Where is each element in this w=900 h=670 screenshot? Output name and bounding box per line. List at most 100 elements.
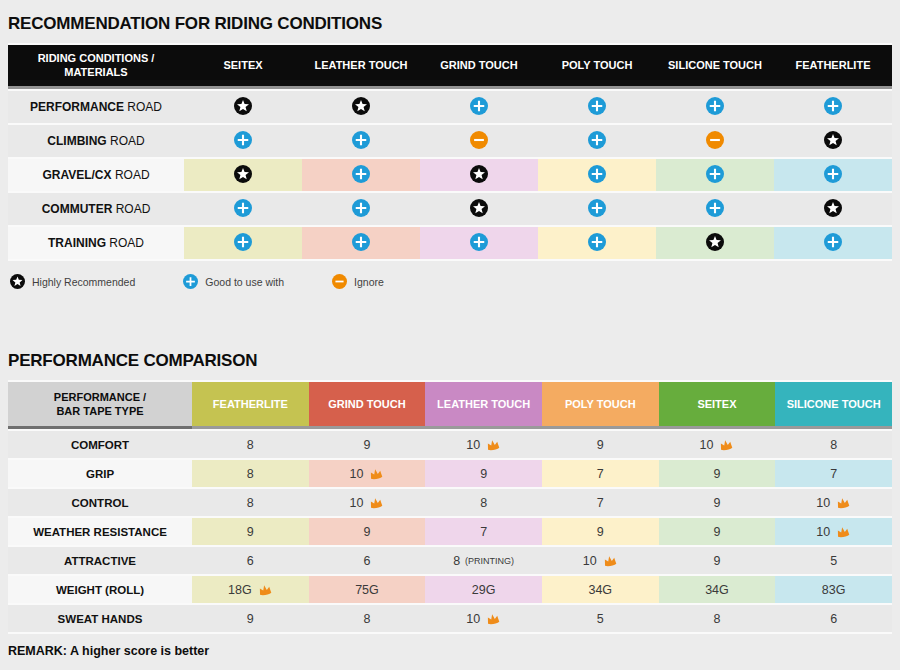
table-cell — [420, 227, 538, 259]
cell-value: 9 — [247, 612, 254, 626]
table-cell: 8 — [192, 460, 309, 487]
table-cell: 5 — [775, 547, 892, 574]
table-cell: 7 — [425, 518, 542, 545]
cell-value: 9 — [713, 496, 720, 510]
performance-comparison-corner-header: PERFORMANCE / BAR TAPE TYPE — [8, 382, 192, 429]
performance-comparison-header-row: PERFORMANCE / BAR TAPE TYPE FEATHERLITEG… — [8, 382, 892, 429]
table-row: SWEAT HANDS9810586 — [8, 605, 892, 632]
row-label: WEIGHT (ROLL) — [8, 576, 192, 603]
row-label-bold: COMMUTER — [42, 202, 113, 216]
cell-content: 18G — [228, 583, 273, 597]
cell-value: 9 — [247, 525, 254, 539]
table-cell: 83G — [775, 576, 892, 603]
crown-icon — [368, 467, 384, 480]
table-row: CONTROL81087910 — [8, 489, 892, 516]
table-cell — [184, 193, 302, 225]
table-row: GRIP810 9 7 9 7 — [8, 460, 892, 487]
column-header-grind-touch: GRIND TOUCH — [420, 45, 538, 89]
table-cell — [420, 193, 538, 225]
cell-content: 9 — [364, 438, 371, 452]
table-cell: 9 — [192, 518, 309, 545]
table-row: COMFORT89109108 — [8, 431, 892, 458]
star-icon — [706, 233, 724, 251]
cell-value: 34G — [705, 583, 729, 597]
table-cell: 7 — [775, 460, 892, 487]
cell-content: 10 — [350, 496, 385, 510]
plus-icon — [352, 233, 370, 251]
plus-icon — [470, 97, 488, 115]
crown-icon — [835, 525, 851, 538]
page: RECOMMENDATION FOR RIDING CONDITIONS RID… — [0, 0, 900, 658]
table-cell — [538, 125, 656, 157]
cell-content: 9 — [364, 525, 371, 539]
row-label-rest: ROAD — [106, 236, 144, 250]
row-label: PERFORMANCE ROAD — [8, 91, 184, 123]
crown-icon — [485, 438, 501, 451]
table-cell: 9 — [542, 518, 659, 545]
riding-conditions-table: RIDING CONDITIONS / MATERIALS SEITEXLEAT… — [8, 43, 892, 261]
performance-comparison-table: PERFORMANCE / BAR TAPE TYPE FEATHERLITEG… — [8, 380, 892, 634]
table-cell — [420, 91, 538, 123]
cell-content: 7 — [597, 496, 604, 510]
legend-label: Good to use with — [205, 276, 284, 288]
cell-value: 9 — [597, 525, 604, 539]
column-header-leather-touch: LEATHER TOUCH — [302, 45, 420, 89]
plus-icon — [588, 131, 606, 149]
cell-value: 9 — [713, 525, 720, 539]
cell-content: 10 — [816, 525, 851, 539]
table-cell: 10 — [425, 605, 542, 632]
table-row: COMMUTER ROAD — [8, 193, 892, 225]
table-cell: 8 — [309, 605, 426, 632]
table-cell — [774, 159, 892, 191]
corner-label-line1: PERFORMANCE / — [54, 391, 146, 403]
table-cell: 7 — [542, 460, 659, 487]
cell-content: 5 — [597, 612, 604, 626]
crown-icon — [718, 438, 734, 451]
legend-item: Good to use with — [183, 274, 284, 289]
cell-content: 7 — [480, 525, 487, 539]
star-icon — [10, 274, 25, 289]
cell-value: 9 — [480, 467, 487, 481]
row-label: GRIP — [8, 460, 192, 487]
cell-content: 83G — [822, 583, 846, 597]
table-cell: 10 — [659, 431, 776, 458]
table-cell: 10 — [309, 460, 426, 487]
plus-icon — [352, 131, 370, 149]
cell-content: 10 — [466, 438, 501, 452]
cell-value: 5 — [830, 554, 837, 568]
cell-value: 8 — [480, 496, 487, 510]
table-cell: 9 — [659, 518, 776, 545]
star-icon — [470, 199, 488, 217]
plus-icon — [470, 233, 488, 251]
table-cell — [538, 227, 656, 259]
cell-content: 8 — [480, 496, 487, 510]
row-label: CLIMBING ROAD — [8, 125, 184, 157]
table-row: WEIGHT (ROLL)18G75G29G34G34G83G — [8, 576, 892, 603]
cell-content: 8 — [247, 496, 254, 510]
table-cell: 8 — [425, 489, 542, 516]
table-cell: 8 — [775, 431, 892, 458]
plus-icon — [706, 97, 724, 115]
row-label: ATTRACTIVE — [8, 547, 192, 574]
plus-icon — [234, 199, 252, 217]
row-label-rest: ROAD — [112, 168, 150, 182]
table-cell — [302, 91, 420, 123]
row-label-rest: ROAD — [112, 202, 150, 216]
cell-value: 9 — [713, 467, 720, 481]
cell-content: 9 — [713, 496, 720, 510]
table-row: GRAVEL/CX ROAD — [8, 159, 892, 191]
cell-value: 6 — [830, 612, 837, 626]
table-cell: 9 — [542, 431, 659, 458]
table-cell: 8 — [192, 431, 309, 458]
table-cell: 6 — [192, 547, 309, 574]
cell-content: 8 — [713, 612, 720, 626]
table-cell: 6 — [775, 605, 892, 632]
remark-text: REMARK: A higher score is better — [8, 644, 892, 658]
table-cell: 75G — [309, 576, 426, 603]
plus-icon — [588, 199, 606, 217]
plus-icon — [824, 233, 842, 251]
table-cell — [420, 159, 538, 191]
table-cell: 10 — [775, 518, 892, 545]
riding-conditions-title: RECOMMENDATION FOR RIDING CONDITIONS — [8, 14, 892, 34]
table-cell — [184, 159, 302, 191]
